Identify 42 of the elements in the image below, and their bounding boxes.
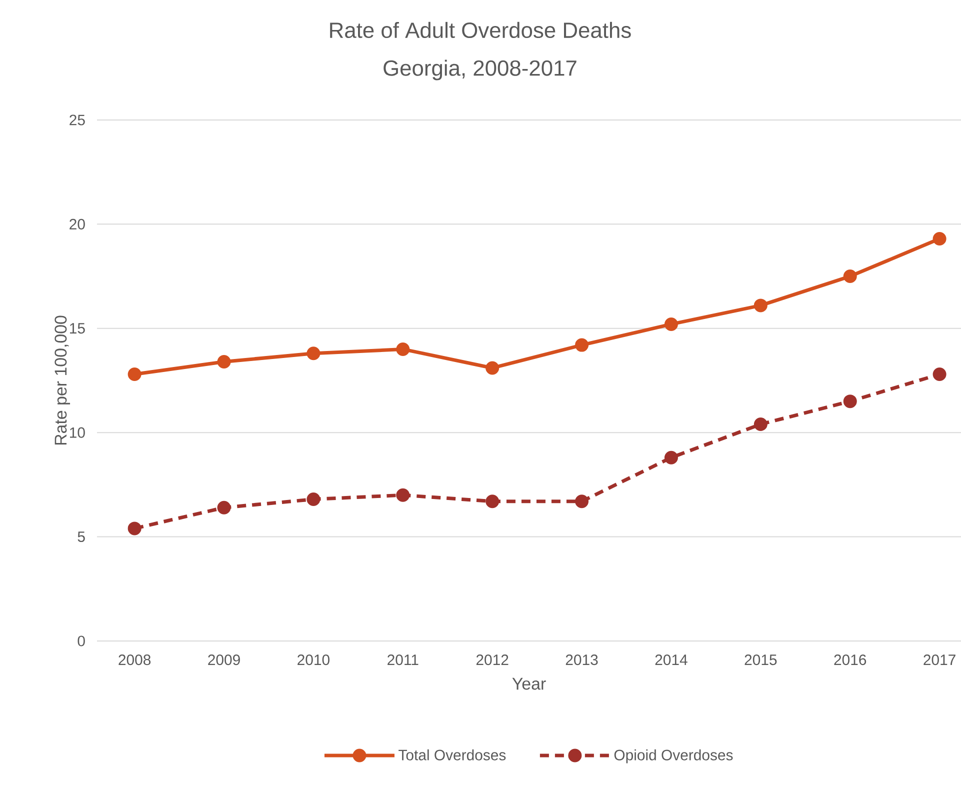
y-tick-label: 15 bbox=[70, 323, 85, 334]
point bbox=[396, 488, 410, 502]
legend-label: Total Overdoses bbox=[398, 749, 506, 760]
x-tick-label: 2011 bbox=[388, 654, 418, 666]
y-tick-label: 25 bbox=[70, 114, 85, 126]
x-tick-label: 2015 bbox=[744, 654, 777, 666]
x-tick-label: 2013 bbox=[566, 654, 598, 666]
point bbox=[932, 232, 946, 246]
point bbox=[664, 450, 678, 464]
point bbox=[306, 492, 320, 506]
x-tick-label: 2008 bbox=[118, 654, 151, 666]
x-tick-label: 2016 bbox=[834, 654, 866, 666]
point bbox=[217, 354, 231, 368]
point bbox=[128, 367, 142, 381]
point bbox=[486, 361, 500, 375]
point bbox=[575, 494, 589, 508]
point bbox=[396, 342, 410, 356]
point bbox=[843, 394, 857, 408]
y-tick-label: 5 bbox=[78, 532, 85, 542]
x-tick-label: 2014 bbox=[655, 654, 688, 666]
point bbox=[932, 367, 946, 381]
chart-title: Rate of Adult Overdose Deaths bbox=[330, 22, 631, 38]
point bbox=[754, 298, 768, 312]
point bbox=[486, 494, 500, 508]
x-tick-label: 2017 bbox=[924, 654, 956, 666]
point bbox=[843, 270, 857, 284]
y-tick-label: 20 bbox=[70, 218, 85, 230]
x-tick-label: 2009 bbox=[208, 654, 240, 666]
point bbox=[754, 417, 768, 431]
point bbox=[306, 346, 320, 360]
legend-label: Opioid Overdoses bbox=[614, 749, 733, 764]
x-axis-title: Year bbox=[512, 678, 546, 690]
x-tick-label: 2012 bbox=[476, 654, 508, 666]
point bbox=[128, 522, 142, 536]
y-axis-title: Rate per 100,000 bbox=[54, 316, 70, 445]
y-tick-label: 0 bbox=[78, 636, 85, 646]
x-tick-label: 2010 bbox=[298, 654, 330, 666]
point bbox=[217, 500, 231, 514]
y-tick-label: 10 bbox=[70, 427, 85, 438]
chart-subtitle: Georgia, 2008-2017 bbox=[384, 60, 576, 80]
point bbox=[575, 338, 589, 352]
point bbox=[664, 317, 678, 331]
